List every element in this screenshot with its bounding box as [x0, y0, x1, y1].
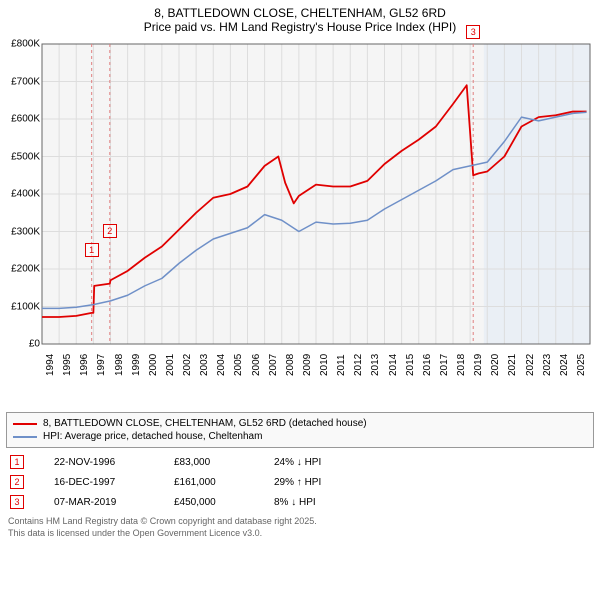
xtick-label: 2003 [199, 354, 210, 376]
xtick-label: 2016 [422, 354, 433, 376]
xtick-label: 2020 [490, 354, 501, 376]
legend-swatch-1 [13, 423, 37, 425]
xtick-label: 1994 [45, 354, 56, 376]
transaction-diff-1: 24% ↓ HPI [274, 457, 364, 468]
xtick-label: 2007 [268, 354, 279, 376]
chart-svg [0, 36, 600, 406]
chart-container: 8, BATTLEDOWN CLOSE, CHELTENHAM, GL52 6R… [0, 0, 600, 590]
ytick-label: £300K [0, 226, 40, 237]
xtick-label: 2002 [182, 354, 193, 376]
xtick-label: 2001 [165, 354, 176, 376]
xtick-label: 2022 [525, 354, 536, 376]
xtick-label: 2005 [233, 354, 244, 376]
xtick-label: 2000 [148, 354, 159, 376]
legend-box: 8, BATTLEDOWN CLOSE, CHELTENHAM, GL52 6R… [6, 412, 594, 448]
transaction-date-2: 16-DEC-1997 [54, 477, 144, 488]
xtick-label: 2008 [285, 354, 296, 376]
ytick-label: £600K [0, 114, 40, 125]
transaction-price-3: £450,000 [174, 497, 244, 508]
xtick-label: 1998 [114, 354, 125, 376]
legend-label-1: 8, BATTLEDOWN CLOSE, CHELTENHAM, GL52 6R… [43, 418, 367, 429]
footer-line1: Contains HM Land Registry data © Crown c… [8, 516, 592, 528]
xtick-label: 2025 [576, 354, 587, 376]
chart-marker: 1 [85, 243, 99, 257]
transaction-row-3: 3 07-MAR-2019 £450,000 8% ↓ HPI [10, 492, 590, 512]
transaction-table: 1 22-NOV-1996 £83,000 24% ↓ HPI 2 16-DEC… [10, 452, 590, 512]
xtick-label: 2017 [439, 354, 450, 376]
ytick-label: £500K [0, 151, 40, 162]
transaction-marker-1: 1 [10, 455, 24, 469]
transaction-row-1: 1 22-NOV-1996 £83,000 24% ↓ HPI [10, 452, 590, 472]
chart-area: £0 £100K £200K £300K £400K £500K £600K £700K £80… [0, 36, 600, 406]
ytick-label: £200K [0, 264, 40, 275]
transaction-marker-2: 2 [10, 475, 24, 489]
xtick-label: 1997 [96, 354, 107, 376]
title-line2: Price paid vs. HM Land Registry's House … [0, 20, 600, 34]
title-block: 8, BATTLEDOWN CLOSE, CHELTENHAM, GL52 6R… [0, 0, 600, 36]
xtick-label: 2009 [302, 354, 313, 376]
xtick-label: 2010 [319, 354, 330, 376]
chart-marker: 2 [103, 224, 117, 238]
xtick-label: 2012 [353, 354, 364, 376]
xtick-label: 2019 [473, 354, 484, 376]
ytick-label: £100K [0, 301, 40, 312]
transaction-diff-2: 29% ↑ HPI [274, 477, 364, 488]
xtick-label: 1999 [131, 354, 142, 376]
chart-marker: 3 [466, 25, 480, 39]
ytick-label: £0 [0, 339, 40, 350]
legend-row-2: HPI: Average price, detached house, Chel… [13, 430, 587, 443]
xtick-label: 2006 [251, 354, 262, 376]
legend-row-1: 8, BATTLEDOWN CLOSE, CHELTENHAM, GL52 6R… [13, 417, 587, 430]
xtick-label: 1996 [79, 354, 90, 376]
xtick-label: 1995 [62, 354, 73, 376]
xtick-label: 2011 [336, 354, 347, 376]
legend-label-2: HPI: Average price, detached house, Chel… [43, 431, 262, 442]
transaction-row-2: 2 16-DEC-1997 £161,000 29% ↑ HPI [10, 472, 590, 492]
xtick-label: 2023 [542, 354, 553, 376]
transaction-diff-3: 8% ↓ HPI [274, 497, 364, 508]
transaction-price-2: £161,000 [174, 477, 244, 488]
transaction-marker-3: 3 [10, 495, 24, 509]
xtick-label: 2021 [507, 354, 518, 376]
title-line1: 8, BATTLEDOWN CLOSE, CHELTENHAM, GL52 6R… [0, 6, 600, 20]
xtick-label: 2018 [456, 354, 467, 376]
transaction-price-1: £83,000 [174, 457, 244, 468]
footer: Contains HM Land Registry data © Crown c… [8, 516, 592, 539]
ytick-label: £700K [0, 76, 40, 87]
ytick-label: £800K [0, 39, 40, 50]
transaction-date-3: 07-MAR-2019 [54, 497, 144, 508]
legend-swatch-2 [13, 436, 37, 438]
xtick-label: 2015 [405, 354, 416, 376]
transaction-date-1: 22-NOV-1996 [54, 457, 144, 468]
xtick-label: 2024 [559, 354, 570, 376]
xtick-label: 2013 [370, 354, 381, 376]
xtick-label: 2014 [388, 354, 399, 376]
footer-line2: This data is licensed under the Open Gov… [8, 528, 592, 540]
ytick-label: £400K [0, 189, 40, 200]
xtick-label: 2004 [216, 354, 227, 376]
